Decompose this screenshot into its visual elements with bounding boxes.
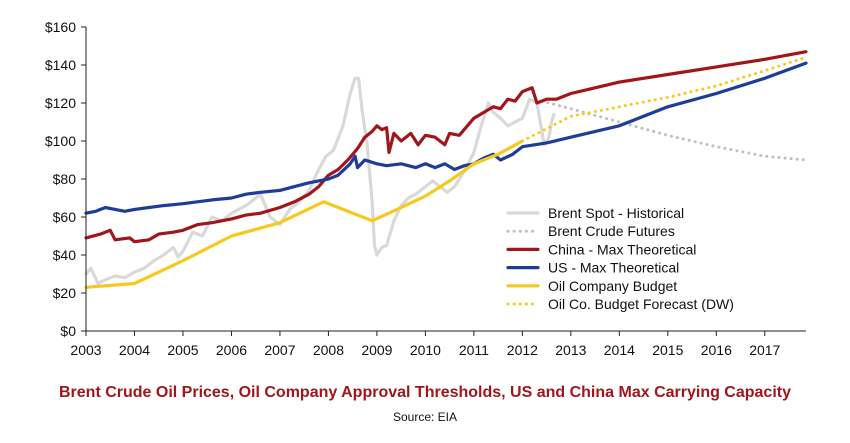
x-tick-label: 2014: [604, 342, 635, 358]
x-tick-label: 2003: [70, 342, 101, 358]
x-tick-label: 2013: [555, 342, 586, 358]
series-line-china-max-theoretical: [84, 50, 808, 244]
legend-label: Oil Company Budget: [548, 278, 677, 294]
y-tick-label: $0: [60, 323, 76, 339]
y-tick-label: $100: [45, 133, 76, 149]
series-line-us-max-theoretical: [84, 61, 808, 215]
x-tick-label: 2011: [459, 342, 489, 358]
legend: Brent Spot - Historical Brent Crude Futur…: [506, 205, 734, 312]
chart-area: $0 $20 $40 $60 $80 $100 $120 $140 $160 2003 2004 20…: [45, 19, 808, 358]
series-layer: [84, 50, 808, 289]
chart-source: Source: EIA: [392, 410, 458, 424]
y-tick-label: $60: [53, 209, 77, 225]
x-tick-label: 2016: [701, 342, 732, 358]
y-tick-label: $140: [45, 57, 76, 73]
x-tick-label: 2005: [167, 342, 198, 358]
x-tick-label: 2006: [216, 342, 247, 358]
y-tick-label: $80: [53, 171, 77, 187]
series-line-oil-company-budget: [84, 139, 525, 289]
legend-label: China - Max Theoretical: [548, 241, 696, 257]
series-line-oil-co-budget-forecast-dw: [520, 55, 808, 143]
legend-label: Brent Crude Futures: [548, 223, 675, 239]
y-tick-label: $120: [45, 95, 76, 111]
y-tick-label: $160: [45, 19, 76, 35]
x-tick-label: 2015: [652, 342, 683, 358]
axes: $0 $20 $40 $60 $80 $100 $120 $140 $160 2003 2004 20…: [45, 19, 806, 358]
y-tick-label: $40: [53, 247, 77, 263]
legend-label: Oil Co. Budget Forecast (DW): [548, 296, 734, 312]
legend-label: Brent Spot - Historical: [548, 205, 684, 221]
x-tick-label: 2017: [749, 342, 780, 358]
x-tick-label: 2010: [410, 342, 441, 358]
x-tick-label: 2007: [264, 342, 295, 358]
series-line-brent-crude-futures: [540, 99, 808, 162]
y-tick-label: $20: [53, 285, 77, 301]
chart-title: Brent Crude Oil Prices, Oil Company Appr…: [58, 384, 791, 401]
x-tick-label: 2012: [507, 342, 538, 358]
x-tick-label: 2009: [361, 342, 392, 358]
x-tick-label: 2004: [119, 342, 150, 358]
legend-label: US - Max Theoretical: [548, 260, 679, 276]
x-tick-label: 2008: [313, 342, 344, 358]
